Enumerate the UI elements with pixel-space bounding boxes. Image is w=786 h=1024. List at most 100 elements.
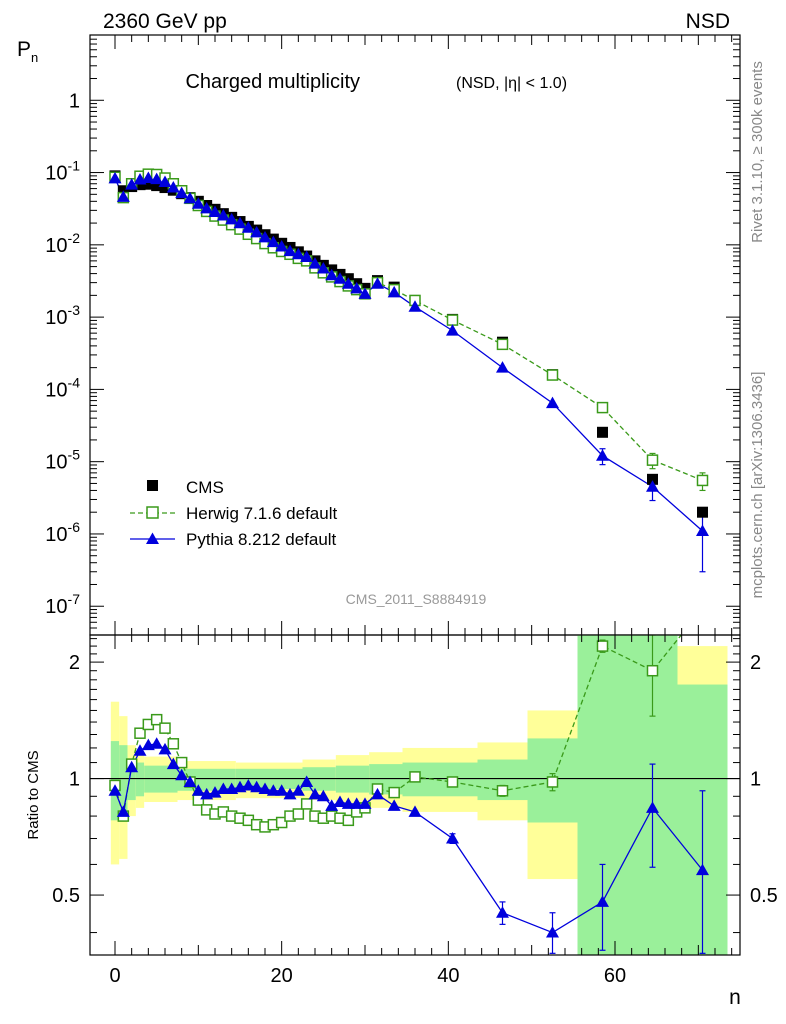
pythia-point xyxy=(696,524,709,536)
ratio-band-inner xyxy=(577,635,678,955)
ratio-y-tick-label-right: 2 xyxy=(750,652,761,674)
ratio-y-tick-label: 1 xyxy=(69,769,80,791)
pythia-point xyxy=(258,230,272,243)
ratio-pythia-point xyxy=(166,757,180,770)
x-tick-label: 0 xyxy=(109,965,120,987)
ratio-pythia-point xyxy=(325,799,339,811)
ratio-pythia-point xyxy=(387,799,401,811)
ratio-pythia-point xyxy=(266,784,280,796)
pythia-point xyxy=(291,247,305,260)
herwig-point xyxy=(646,454,659,466)
y-tick-label: 10-2 xyxy=(45,230,80,257)
pythia-point xyxy=(350,281,364,294)
ratio-pythia-point xyxy=(300,775,314,787)
ratio-herwig-point xyxy=(275,816,288,829)
ratio-pythia-point xyxy=(446,832,459,844)
ratio-herwig-point xyxy=(175,756,188,769)
ratio-pythia-point xyxy=(125,760,139,773)
y-tick-label: 10-5 xyxy=(45,447,80,474)
pythia-point xyxy=(233,216,247,229)
ratio-pythia-line xyxy=(114,743,704,934)
ratio-herwig-point xyxy=(292,808,305,820)
pythia-point xyxy=(150,172,164,185)
cms-point xyxy=(159,182,171,194)
herwig-point xyxy=(446,314,459,326)
y-tick-label: 10-4 xyxy=(45,374,80,401)
herwig-point xyxy=(596,401,609,414)
ratio-pythia-point xyxy=(133,744,147,756)
ratio-pythia-point xyxy=(208,786,222,798)
legend-cms-label: CMS xyxy=(186,478,224,497)
pythia-point xyxy=(141,171,155,184)
pythia-point xyxy=(283,244,297,257)
pythia-point xyxy=(596,449,609,461)
y-tick-label: 10-6 xyxy=(45,519,80,546)
pythia-point xyxy=(646,480,659,492)
ratio-pythia-point xyxy=(258,782,272,794)
cms-point xyxy=(597,426,608,438)
ratio-y-tick-label: 2 xyxy=(69,652,80,674)
legend: CMS Herwig 7.1.6 default Pythia 8.212 de… xyxy=(130,478,337,549)
ratio-band-inner xyxy=(135,762,145,797)
ratio-herwig-point xyxy=(342,814,355,827)
ratio-pythia-point xyxy=(371,787,384,800)
ratio-pythia-point xyxy=(696,863,709,876)
pythia-point xyxy=(496,361,509,373)
pythia-point xyxy=(325,268,339,281)
ratio-herwig-point xyxy=(167,738,180,750)
legend-pythia-label: Pythia 8.212 default xyxy=(186,530,337,549)
pythia-point xyxy=(250,225,264,238)
ratio-panel: 0 20 40 60 0.5 0.5 1 1 2 2 Ratio to CMS n xyxy=(25,604,778,1009)
y-tick-label: 10-7 xyxy=(45,591,80,618)
ratio-herwig-point xyxy=(446,776,459,788)
ratio-pythia-point xyxy=(308,787,322,800)
y-axis-label-sub: n xyxy=(31,50,38,65)
x-tick-label: 20 xyxy=(271,965,293,987)
ratio-y-tick-label-right: 1 xyxy=(750,769,761,791)
pythia-point xyxy=(108,171,122,184)
ratio-pythia-point xyxy=(596,895,609,907)
pythia-point xyxy=(208,205,222,217)
y-tick-label: 1 xyxy=(69,90,80,112)
ratio-herwig-point xyxy=(134,727,146,739)
pythia-point xyxy=(371,277,384,289)
legend-herwig-marker xyxy=(146,506,159,519)
ratio-pythia-point xyxy=(291,784,305,796)
header-energy-label: 2360 GeV pp xyxy=(103,10,227,33)
ratio-pythia-point xyxy=(408,805,422,817)
ratio-herwig-point xyxy=(409,771,421,783)
rivet-label: Rivet 3.1.10, ≥ 300k events xyxy=(749,61,766,243)
pythia-point xyxy=(158,175,172,188)
cms-point xyxy=(151,180,163,192)
ratio-pythia-point xyxy=(341,797,355,809)
ratio-pythia-point xyxy=(175,768,189,781)
ratio-pythia-point xyxy=(158,742,172,755)
ratio-pythia-point xyxy=(350,797,364,809)
cms-point xyxy=(647,473,658,485)
ratio-pythia-point xyxy=(241,778,255,791)
legend-pythia-marker xyxy=(146,532,159,544)
y-tick-label: 10-3 xyxy=(45,302,80,329)
ratio-herwig-point xyxy=(496,785,509,797)
pythia-point xyxy=(183,191,197,204)
pythia-point xyxy=(408,300,422,312)
pythia-point xyxy=(308,257,322,269)
pythia-point xyxy=(216,208,230,221)
ratio-herwig-point xyxy=(546,776,559,788)
cms-point xyxy=(134,179,146,191)
pythia-point xyxy=(446,324,459,336)
legend-cms-marker xyxy=(147,480,158,491)
ratio-pythia-point xyxy=(646,801,659,813)
pythia-point xyxy=(175,186,189,199)
ratio-pythia-point xyxy=(546,926,559,938)
ratio-band-inner xyxy=(119,745,128,817)
cms-point xyxy=(142,178,154,190)
pythia-point xyxy=(546,396,559,409)
ratio-y-axis-label: Ratio to CMS xyxy=(25,750,42,839)
legend-herwig-label: Herwig 7.1.6 default xyxy=(186,504,337,523)
ratio-herwig-point xyxy=(698,604,708,614)
pythia-point xyxy=(387,285,401,298)
ratio-pythia-point xyxy=(275,784,289,796)
ratio-pythia-point xyxy=(108,784,122,796)
x-axis-label: n xyxy=(729,986,741,1009)
